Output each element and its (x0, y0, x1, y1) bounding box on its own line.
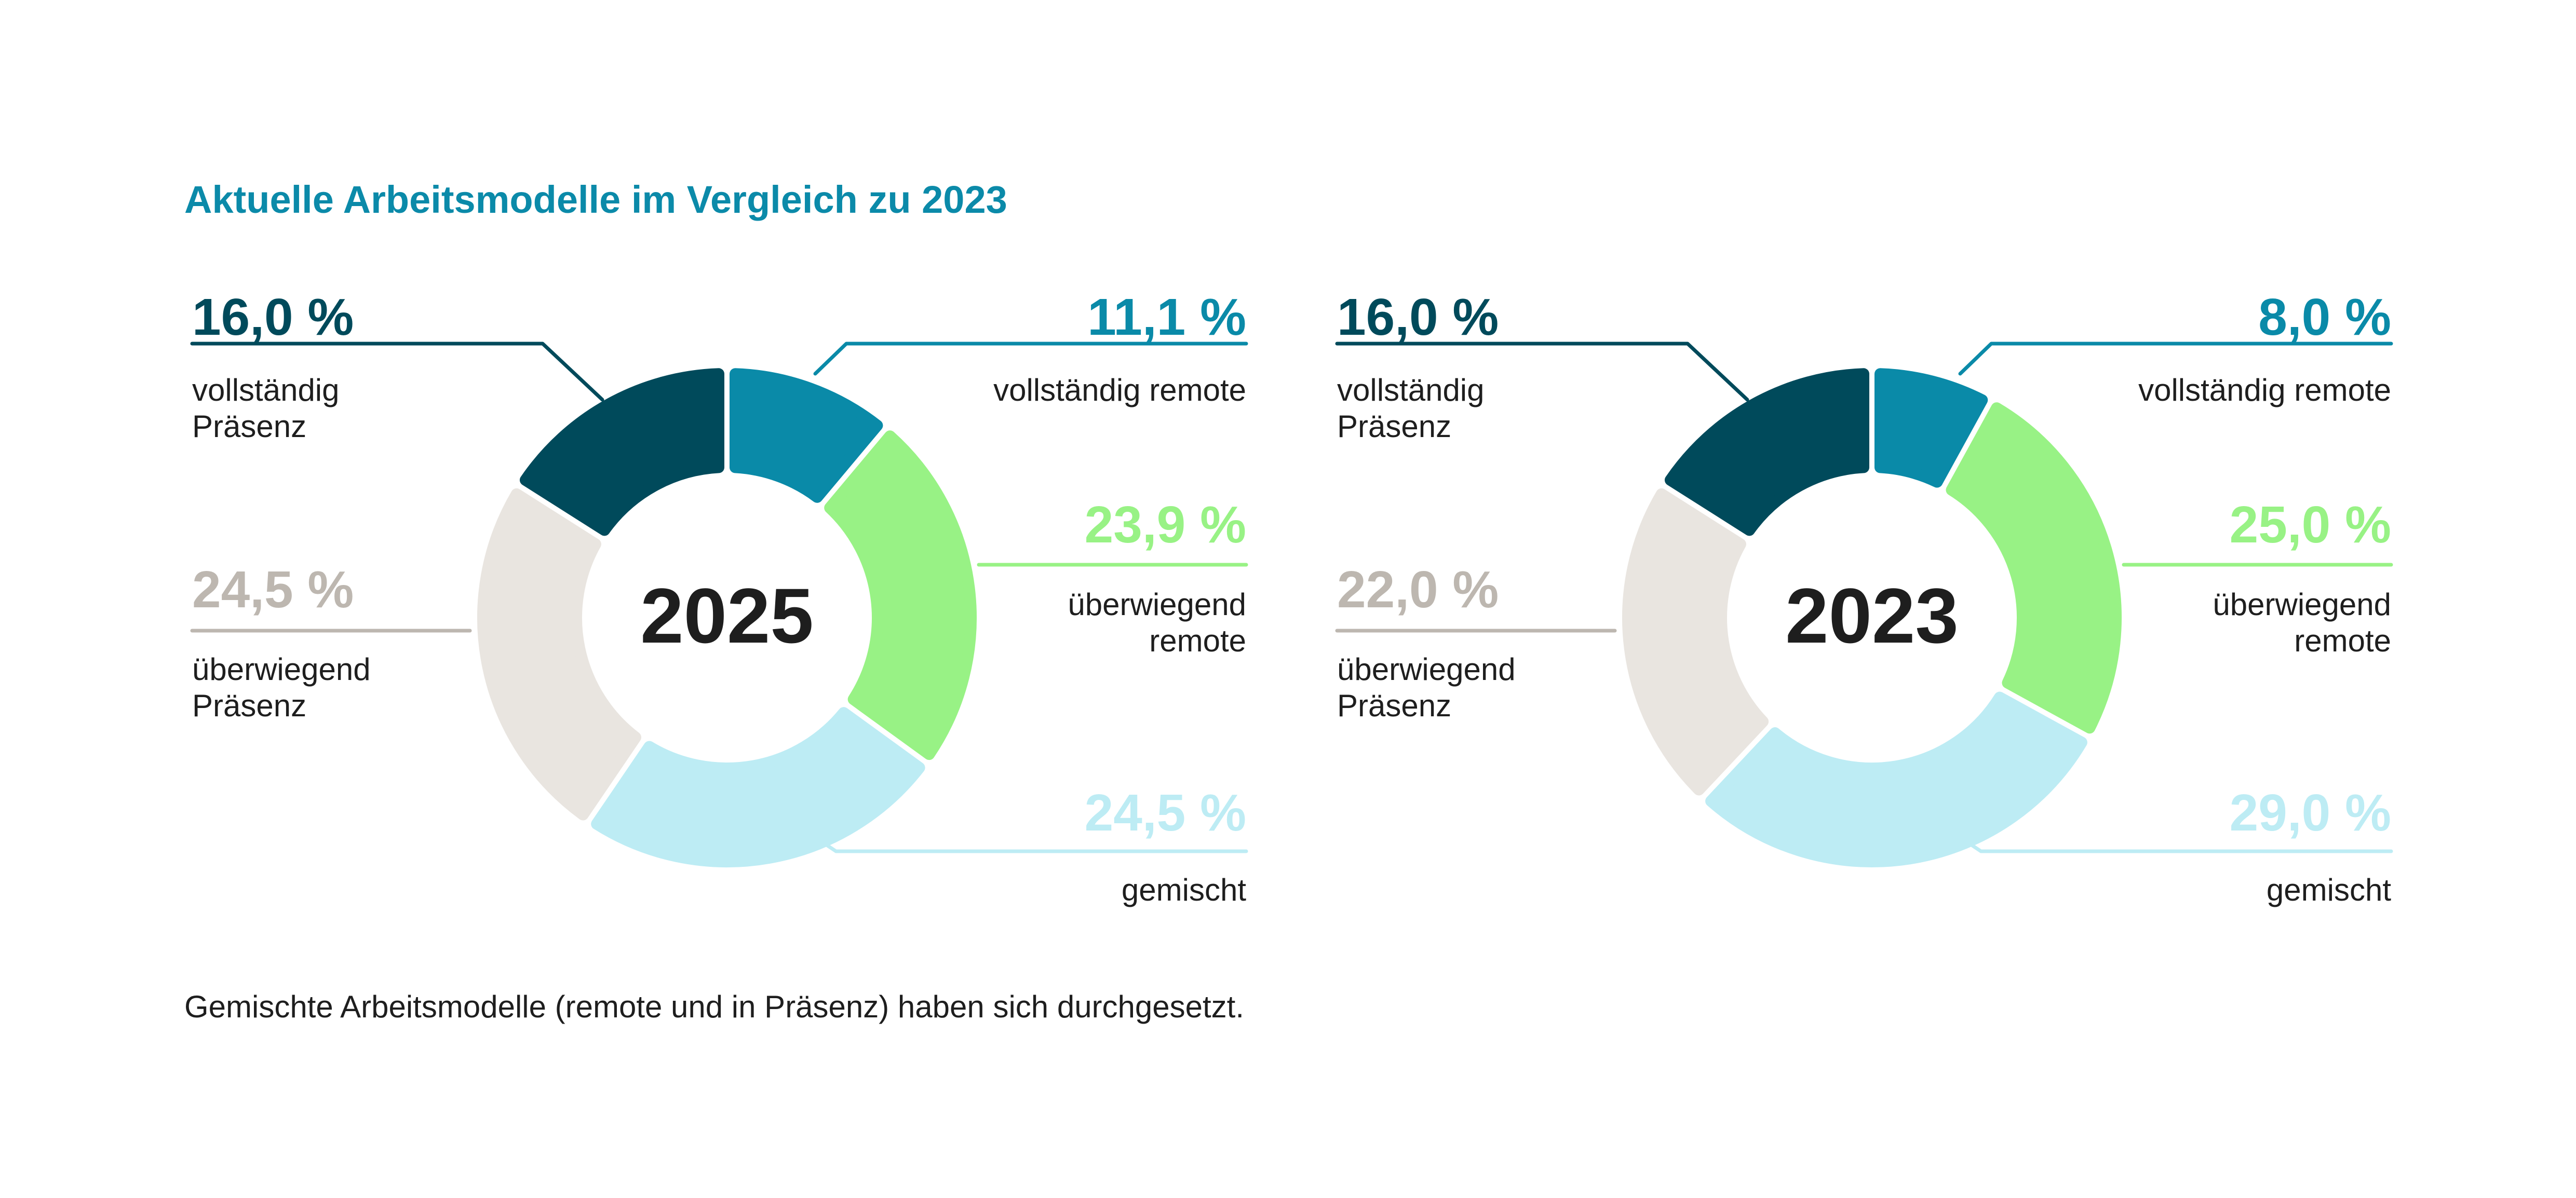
slice-value-label: 22,0 % (1337, 561, 1499, 619)
chart-footnote: Gemischte Arbeitsmodelle (remote und in … (184, 989, 1244, 1024)
slice-category-label: vollständig remote (993, 373, 1246, 407)
donut-slice-vollstaendig-praesenz (519, 368, 725, 536)
donut-slice-gemischt (591, 707, 925, 867)
label-group-vollstaendig-remote: 8,0 % vollständig remote (1958, 288, 2393, 407)
donut-chart-2025: 2025 16,0 % vollständig Präsenz 11,1 % vollst… (190, 288, 1248, 907)
chart-title: Aktuelle Arbeitsmodelle im Vergleich zu … (184, 178, 1007, 221)
donut-slice-vollstaendig-remote (1874, 368, 1988, 488)
label-group-ueberwiegend-remote: 23,9 % überwiegend remote (977, 496, 1248, 658)
donut-slice-vollstaendig-praesenz (1664, 368, 1870, 536)
center-year-label: 2025 (640, 572, 814, 659)
slice-value-label: 16,0 % (1337, 288, 1499, 346)
slice-value-label: 16,0 % (192, 288, 354, 346)
label-group-vollstaendig-praesenz: 16,0 % vollständig Präsenz (1335, 288, 1749, 444)
leader-line (1335, 342, 1749, 402)
donut-chart-2023: 2023 16,0 % vollständig Präsenz 8,0 % vollstä… (1335, 288, 2393, 907)
label-group-vollstaendig-praesenz: 16,0 % vollständig Präsenz (190, 288, 604, 444)
slice-category-label: überwiegend remote (1068, 587, 1246, 658)
chart-panels: 2025 16,0 % vollständig Präsenz 11,1 % vollst… (190, 288, 2393, 907)
slice-value-label: 8,0 % (2258, 288, 2391, 346)
donut-slice-ueberwiegend-praesenz (1622, 488, 1769, 796)
slice-value-label: 24,5 % (192, 561, 354, 619)
center-year-label: 2023 (1785, 572, 1959, 659)
donut-slice-ueberwiegend-remote (1946, 402, 2122, 734)
slice-category-label: überwiegend remote (2213, 587, 2391, 658)
label-group-vollstaendig-remote: 11,1 % vollständig remote (813, 288, 1248, 407)
leader-line (803, 828, 1248, 853)
donut-slice-vollstaendig-remote (729, 368, 883, 503)
leader-line (1958, 342, 2393, 376)
label-group-ueberwiegend-praesenz: 24,5 % überwiegend Präsenz (190, 561, 472, 723)
slice-category-label: vollständig remote (2138, 373, 2391, 407)
label-group-ueberwiegend-remote: 25,0 % überwiegend remote (2122, 496, 2393, 658)
slice-value-label: 24,5 % (1085, 784, 1246, 842)
slice-value-label: 11,1 % (1087, 288, 1246, 346)
slice-value-label: 29,0 % (2230, 784, 2391, 842)
leader-line (813, 342, 1248, 376)
leader-line (190, 342, 604, 402)
label-group-gemischt: 29,0 % gemischt (1948, 784, 2393, 907)
donut-slice-ueberwiegend-praesenz (477, 488, 642, 821)
slice-value-label: 25,0 % (2230, 496, 2391, 554)
slice-category-label: gemischt (1122, 873, 1246, 907)
donut-slice-ueberwiegend-remote (824, 430, 977, 760)
slice-category-label: vollständig Präsenz (192, 373, 340, 444)
donut-slice-gemischt (1705, 691, 2087, 867)
label-group-gemischt: 24,5 % gemischt (803, 784, 1248, 907)
slice-value-label: 23,9 % (1085, 496, 1246, 554)
leader-line (1948, 828, 2393, 853)
slice-category-label: vollständig Präsenz (1337, 373, 1485, 444)
slice-category-label: überwiegend Präsenz (1337, 652, 1516, 723)
slice-category-label: gemischt (2267, 873, 2391, 907)
label-group-ueberwiegend-praesenz: 22,0 % überwiegend Präsenz (1335, 561, 1617, 723)
slice-category-label: überwiegend Präsenz (192, 652, 371, 723)
